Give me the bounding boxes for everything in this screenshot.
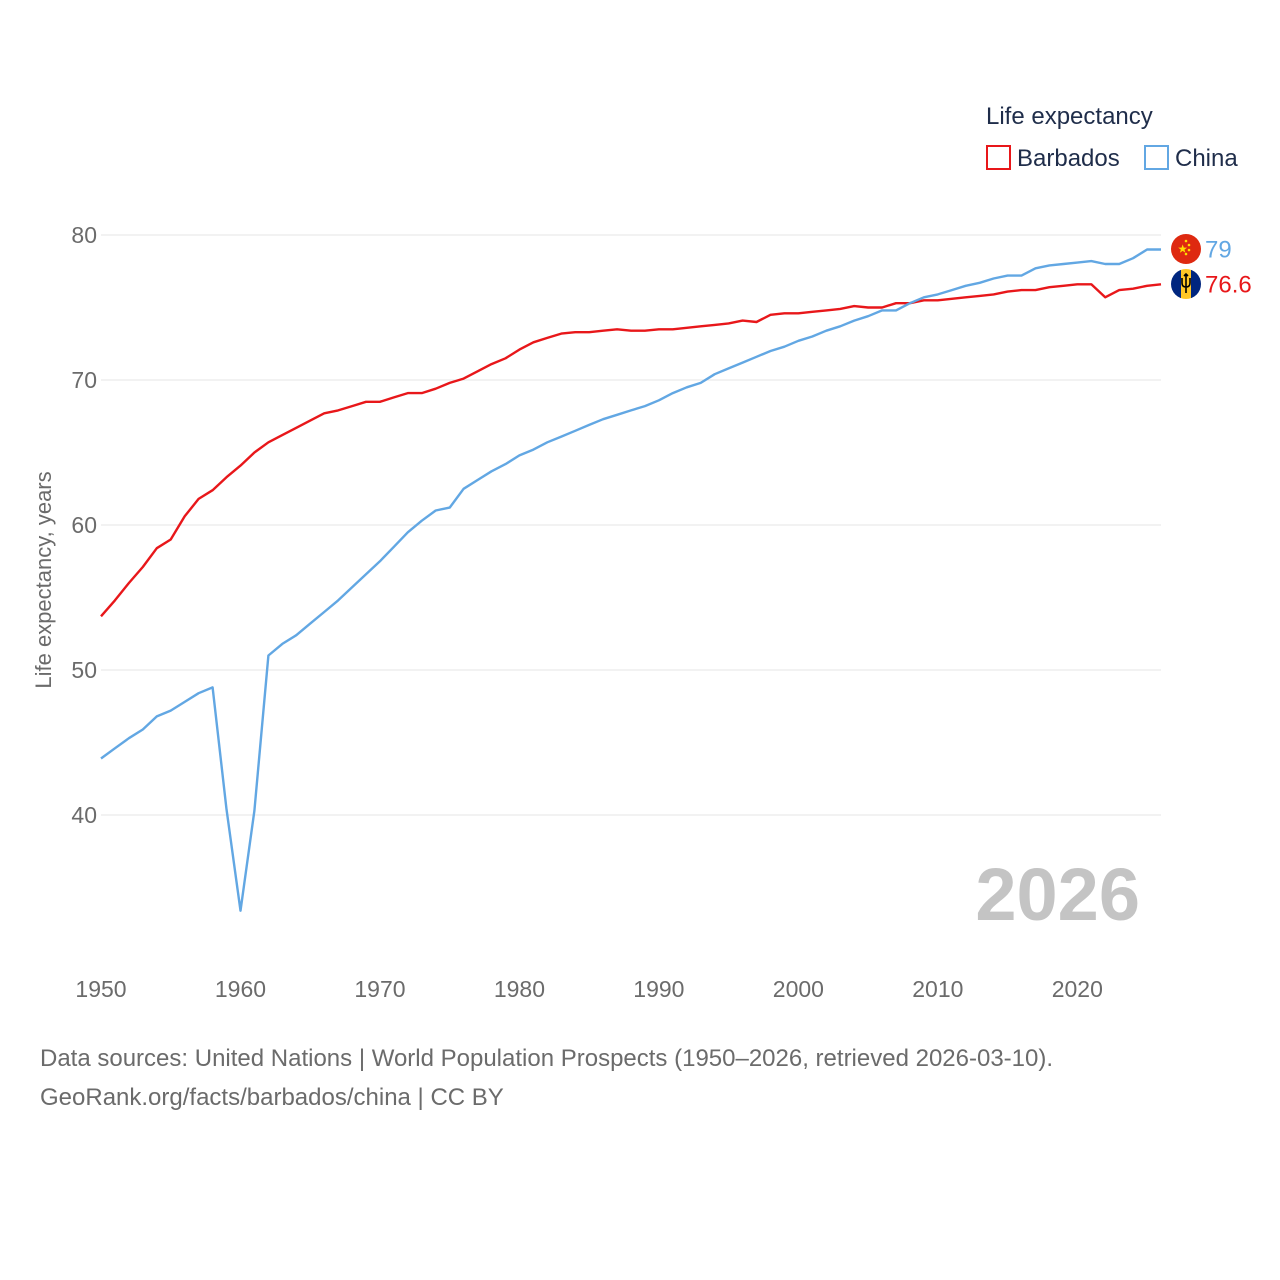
current-year-watermark: 2026	[975, 853, 1140, 936]
y-tick-label-50: 50	[71, 657, 97, 683]
x-tick-label-1990: 1990	[633, 976, 684, 1002]
y-tick-label-80: 80	[71, 222, 97, 248]
y-tick-label-40: 40	[71, 802, 97, 828]
series-line-barbados	[100, 283, 1162, 618]
data-source-note: Data sources: United Nations | World Pop…	[40, 1045, 1054, 1072]
y-tick-label-70: 70	[71, 367, 97, 393]
x-tick-label-2020: 2020	[1052, 976, 1103, 1002]
y-axis-ticks: 40 50 60 70 80	[71, 222, 97, 828]
y-tick-label-60: 60	[71, 512, 97, 538]
y-axis-title: Life expectancy, years	[31, 471, 56, 688]
legend-item-china[interactable]: China	[1144, 145, 1238, 172]
legend-label-china: China	[1175, 145, 1238, 172]
barbados-flag	[1171, 269, 1201, 299]
series-lines	[100, 248, 1162, 912]
credit-note: GeoRank.org/facts/barbados/china | CC BY	[40, 1084, 504, 1111]
legend-item-barbados[interactable]: Barbados	[986, 145, 1120, 172]
legend: Life expectancy Barbados China	[986, 103, 1238, 172]
x-tick-label-1970: 1970	[354, 976, 405, 1002]
series-line-china	[100, 248, 1161, 912]
x-tick-label-1950: 1950	[75, 976, 126, 1002]
legend-swatch-china	[1144, 145, 1169, 170]
x-tick-label-1980: 1980	[494, 976, 545, 1002]
end-label-china: 79	[1205, 237, 1232, 264]
china-flag	[1171, 234, 1201, 264]
x-axis-ticks: 1950 1960 1970 1980 1990 2000 2010 2020	[75, 976, 1102, 1002]
x-tick-label-2000: 2000	[773, 976, 824, 1002]
life-expectancy-chart: 40 50 60 70 80 1950 1960 1970 1980 1990 2000 2010 2…	[31, 103, 1252, 1002]
legend-swatch-barbados	[986, 145, 1011, 170]
x-tick-label-1960: 1960	[215, 976, 266, 1002]
legend-title: Life expectancy	[986, 103, 1153, 130]
x-tick-label-2010: 2010	[912, 976, 963, 1002]
legend-label-barbados: Barbados	[1017, 145, 1120, 172]
end-label-barbados: 76.6	[1205, 271, 1252, 298]
gridlines	[101, 234, 1161, 816]
end-labels: 76.6 79	[1205, 237, 1252, 299]
